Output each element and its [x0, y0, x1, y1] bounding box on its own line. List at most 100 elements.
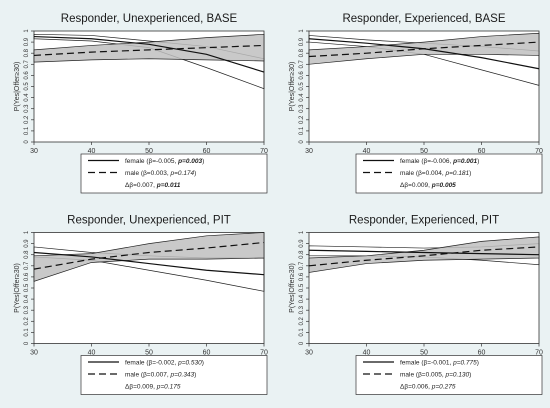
y-tick-label: 0.1 — [299, 126, 305, 135]
y-tick-label: 0.9 — [299, 37, 305, 46]
legend-diff-stat: Δβ=0.007, — [125, 182, 157, 189]
y-axis-label: P(Yes|Offer≥30) — [289, 263, 296, 313]
y-tick-label: 0.9 — [299, 239, 305, 248]
chart-panel: Responder, Unexperienced, BASE 0 0.1 0.2 0.3… — [14, 13, 268, 194]
y-axis-label: P(Yes|Offer≥30) — [14, 62, 21, 112]
y-tick-label: 0.8 — [299, 48, 305, 57]
legend-diff: Δβ=0.006, p=0.275 — [400, 384, 456, 391]
y-tick-label: 0.7 — [24, 261, 30, 270]
x-tick-label: 60 — [478, 350, 486, 357]
legend-stat: (β=-0.002, — [146, 360, 178, 367]
legend-series-name: female — [400, 360, 420, 367]
series-line-male — [308, 246, 540, 267]
legend-stat: (β=-0.001, — [421, 360, 453, 367]
y-tick-label: 1 — [299, 230, 305, 234]
y-tick-label: 0.6 — [299, 272, 305, 281]
x-tick-label: 40 — [363, 148, 371, 155]
legend-close: ) — [202, 158, 204, 165]
y-tick-label: 0.6 — [24, 71, 30, 80]
legend-close: ) — [477, 360, 479, 367]
y-tick-label: 0.6 — [24, 272, 30, 281]
legend-series-name: female — [400, 158, 420, 165]
legend-p-value: p=0.174 — [169, 170, 194, 177]
y-tick-label: 0.3 — [299, 104, 305, 113]
legend-series-name: male — [125, 170, 139, 177]
legend-p-value: p=0.530 — [177, 360, 202, 367]
legend-series-name: male — [400, 170, 414, 177]
x-tick-label: 70 — [535, 148, 543, 155]
legend-entry: male (β=0.005, p=0.130) — [400, 372, 471, 379]
legend-p-value: p=0.130 — [444, 372, 469, 379]
legend-diff: Δβ=0.007, p=0.011 — [125, 182, 181, 189]
legend-stat: (β=0.003, — [141, 170, 171, 177]
y-tick-label: 0.2 — [299, 316, 305, 325]
legend-close: ) — [194, 170, 196, 177]
legend-p-value: p=0.775 — [452, 360, 477, 367]
series-line-female — [308, 249, 540, 256]
series-line-male — [33, 241, 265, 270]
legend-stat: (β=-0.006, — [421, 158, 453, 165]
x-tick-label: 40 — [88, 350, 96, 357]
series-line-male — [33, 44, 265, 57]
y-axis-label: P(Yes|Offer≥30) — [14, 263, 21, 313]
ci-band-female — [308, 35, 540, 86]
legend-entry: female (β=-0.001, p=0.775) — [400, 360, 479, 367]
y-tick-label: 0.7 — [24, 59, 30, 68]
x-tick-label: 60 — [203, 148, 211, 155]
y-tick-label: 0.3 — [24, 104, 30, 113]
y-tick-label: 0 — [299, 140, 305, 144]
legend-close: ) — [469, 170, 471, 177]
y-tick-label: 1 — [24, 29, 30, 33]
y-tick-label: 0.4 — [24, 93, 30, 102]
y-tick-label: 0.1 — [24, 126, 30, 135]
legend-p-value: p=0.003 — [177, 158, 202, 165]
x-tick-label: 70 — [535, 350, 543, 357]
y-tick-label: 0.4 — [24, 294, 30, 303]
series-line-male — [308, 41, 540, 58]
series-line-female — [33, 35, 265, 73]
y-tick-label: 0.5 — [299, 82, 305, 91]
x-tick-label: 30 — [30, 350, 38, 357]
legend-entry: male (β=0.007, p=0.343) — [125, 372, 196, 379]
y-tick-label: 0 — [24, 341, 30, 345]
y-tick-label: 0.1 — [299, 328, 305, 337]
legend-series-name: male — [400, 372, 414, 379]
chart-title: Responder, Experienced, PIT — [349, 215, 499, 227]
legend-series-name: female — [125, 360, 145, 367]
series-line-female — [33, 251, 265, 276]
y-tick-label: 0.1 — [24, 328, 30, 337]
legend-entry: female (β=-0.002, p=0.530) — [125, 360, 204, 367]
x-tick-label: 50 — [420, 148, 428, 155]
x-tick-label: 30 — [305, 350, 313, 357]
y-tick-label: 0.9 — [24, 239, 30, 248]
legend-p-value: p=0.181 — [444, 170, 469, 177]
legend-stat: (β=0.007, — [141, 372, 171, 379]
legend-diff-stat: Δβ=0.009, — [125, 384, 157, 391]
legend-stat: (β=-0.005, — [146, 158, 178, 165]
y-tick-label: 0 — [24, 140, 30, 144]
y-tick-label: 0.4 — [299, 93, 305, 102]
x-tick-label: 60 — [203, 350, 211, 357]
y-tick-label: 0.5 — [24, 283, 30, 292]
x-tick-label: 50 — [145, 148, 153, 155]
x-tick-label: 40 — [88, 148, 96, 155]
legend-stat: (β=0.005, — [416, 372, 446, 379]
y-tick-label: 0.5 — [299, 283, 305, 292]
x-tick-label: 70 — [260, 148, 268, 155]
legend-diff-stat: Δβ=0.006, — [400, 384, 432, 391]
x-tick-label: 40 — [363, 350, 371, 357]
legend-diff-stat: Δβ=0.009, — [400, 182, 432, 189]
legend-close: ) — [202, 360, 204, 367]
y-axis-label: P(Yes|Offer≥30) — [289, 62, 296, 112]
legend-diff: Δβ=0.009, p=0.175 — [125, 384, 181, 391]
legend-close: ) — [469, 372, 471, 379]
chart-title: Responder, Unexperienced, BASE — [61, 13, 238, 25]
y-tick-label: 0.6 — [299, 71, 305, 80]
legend-diff-p: p=0.011 — [156, 182, 181, 189]
legend-diff: Δβ=0.009, p=0.005 — [400, 182, 456, 189]
x-tick-label: 50 — [420, 350, 428, 357]
legend-p-value: p=0.001 — [452, 158, 477, 165]
x-tick-label: 60 — [478, 148, 486, 155]
legend-entry: male (β=0.004, p=0.181) — [400, 170, 471, 177]
chart-panel: Responder, Unexperienced, PIT 0 0.1 0.2 0.3 0… — [14, 215, 268, 395]
